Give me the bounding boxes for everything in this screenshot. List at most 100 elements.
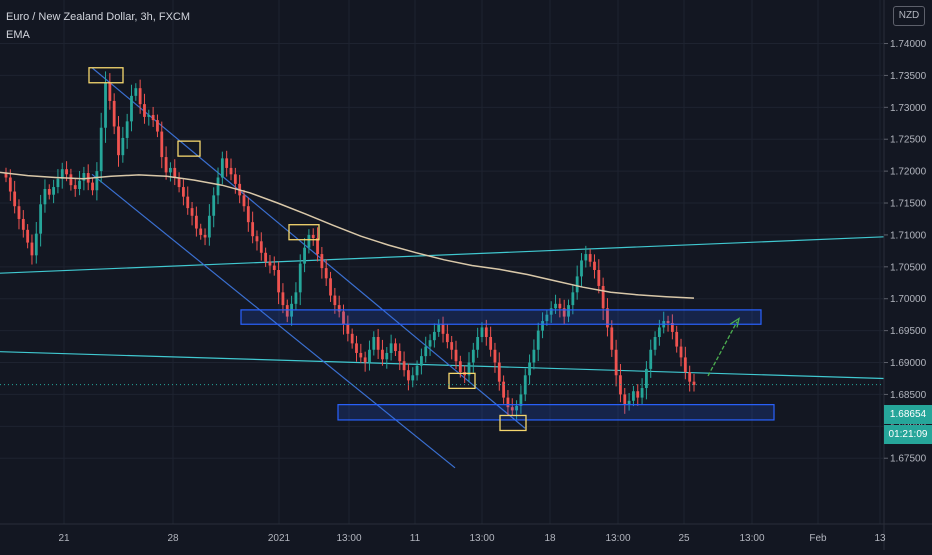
swing-marker-box <box>448 372 476 390</box>
candle-down <box>73 185 77 189</box>
candle-up <box>653 337 657 350</box>
candle-up <box>657 327 661 337</box>
candle-down <box>355 343 358 353</box>
y-tick-label: 1.72000 <box>890 167 927 178</box>
candle-up <box>130 95 133 122</box>
candle-up <box>627 400 631 404</box>
annotation-layer <box>0 67 884 432</box>
candle-up <box>298 263 302 293</box>
y-tick-label: 1.71000 <box>890 230 927 241</box>
y-tick-label: 1.73000 <box>890 103 927 114</box>
candle-down <box>593 261 596 271</box>
candle-up <box>294 292 298 304</box>
x-tick-label: 21 <box>58 533 70 544</box>
x-tick-label: Feb <box>809 533 827 544</box>
candle-up <box>541 321 544 331</box>
upper-trendline <box>0 236 885 274</box>
candle-up <box>580 260 583 277</box>
candle-down <box>610 327 614 350</box>
y-tick-label: 1.69000 <box>890 358 927 369</box>
x-tick-label: 13 <box>874 533 886 544</box>
y-tick-label: 1.70000 <box>890 294 927 305</box>
candle-down <box>65 169 68 175</box>
candle-up <box>147 114 151 117</box>
currency-badge[interactable]: NZD <box>893 6 925 26</box>
candle-up <box>415 365 419 376</box>
candle-up <box>39 204 43 234</box>
y-tick-label: 1.67500 <box>890 454 927 465</box>
x-tick-label: 13:00 <box>739 533 764 544</box>
candle-up <box>99 127 103 172</box>
candle-up <box>411 375 415 381</box>
candle-up <box>303 247 306 264</box>
candle-up <box>571 292 575 306</box>
candle-down <box>108 83 112 101</box>
candle-up <box>125 121 129 138</box>
candle-down <box>597 270 601 286</box>
candle-down <box>182 187 185 197</box>
candle-down <box>454 349 458 362</box>
candle-down <box>329 278 332 296</box>
x-tick-label: 11 <box>410 533 421 544</box>
candle-up <box>428 340 432 347</box>
last-price-badge: 1.68654 <box>884 405 932 424</box>
candle-up <box>645 368 648 389</box>
candle-down <box>13 191 17 207</box>
candle-down <box>229 167 233 175</box>
candle-down <box>497 362 501 382</box>
candle-up <box>632 391 635 401</box>
candle-up <box>34 233 38 256</box>
candle-up <box>437 324 441 332</box>
candle-down <box>346 324 350 334</box>
x-tick-label: 2021 <box>268 533 291 544</box>
candle-down <box>268 261 272 266</box>
swing-marker-box <box>499 414 527 432</box>
candle-down <box>177 177 181 188</box>
candle-up <box>649 349 653 369</box>
candle-up <box>545 314 549 322</box>
y-tick-label: 1.73500 <box>890 71 927 82</box>
candle-up <box>389 343 393 353</box>
candle-up <box>78 180 81 189</box>
candle-up <box>121 137 125 156</box>
candle-up <box>554 303 557 309</box>
candle-up <box>515 405 518 411</box>
candle-up <box>476 337 480 350</box>
candle-up <box>471 349 475 363</box>
candle-down <box>683 357 687 373</box>
candle-up <box>56 178 60 188</box>
candle-up <box>575 276 579 293</box>
candle-down <box>164 157 168 173</box>
candle-down <box>359 352 363 358</box>
candle-down <box>458 361 462 373</box>
candle-down <box>17 206 21 219</box>
candle-down <box>636 391 640 398</box>
lower-trendline <box>0 351 885 380</box>
candle-down <box>264 252 268 262</box>
candle-down <box>558 303 562 309</box>
candle-up <box>216 177 220 196</box>
grid <box>0 0 884 524</box>
candle-up <box>220 158 224 178</box>
candle-down <box>666 321 670 323</box>
ema-layer <box>0 171 695 299</box>
candle-down <box>407 370 410 381</box>
candle-down <box>199 228 203 235</box>
candle-down <box>450 342 454 350</box>
candle-up <box>52 187 55 195</box>
x-tick-label: 13:00 <box>605 533 630 544</box>
candle-down <box>484 327 488 337</box>
y-tick-label: 1.70500 <box>890 262 927 273</box>
candle-up <box>480 327 484 337</box>
ema-line <box>0 171 695 299</box>
candle-up <box>584 254 588 261</box>
candle-down <box>489 337 493 350</box>
indicator-label[interactable]: EMA <box>6 29 30 41</box>
swing-marker-box <box>288 224 320 241</box>
candle-up <box>43 188 47 205</box>
candle-down <box>670 322 674 332</box>
candle-down <box>441 324 445 334</box>
candle-down <box>285 305 289 317</box>
